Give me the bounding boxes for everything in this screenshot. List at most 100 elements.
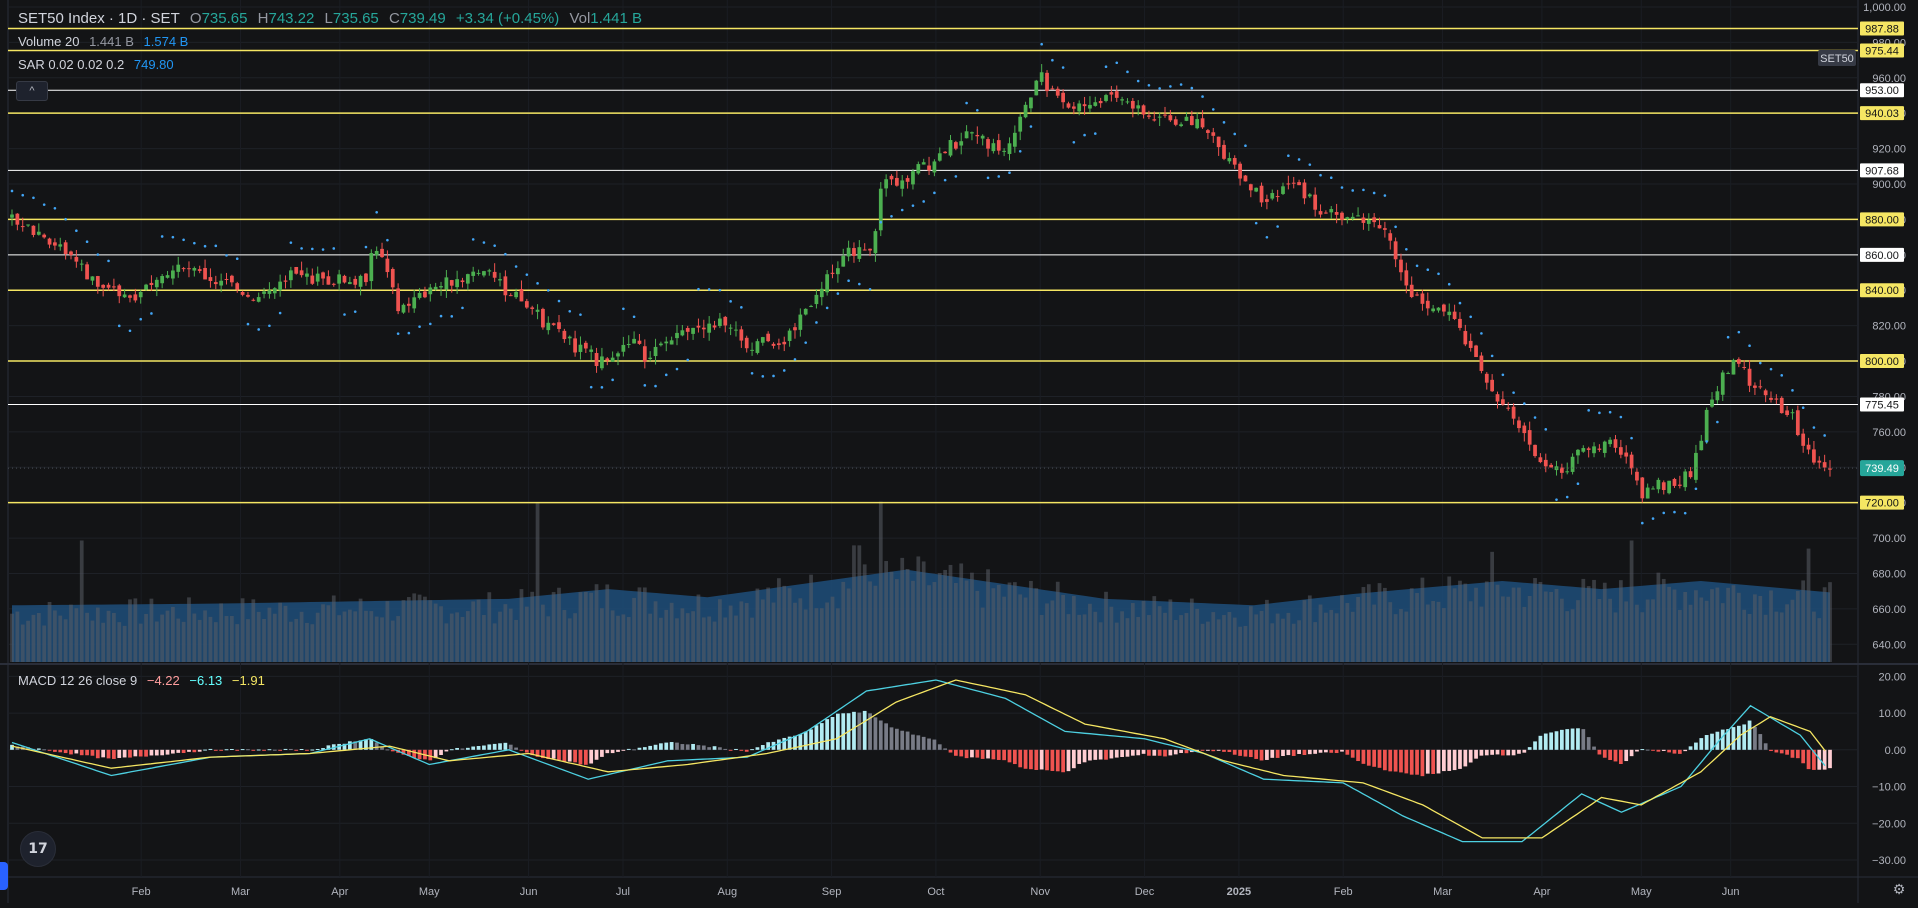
macd-histogram-bar xyxy=(1259,749,1264,761)
volume-bar xyxy=(1082,614,1087,662)
candle-body xyxy=(1694,452,1698,480)
volume-bar xyxy=(353,611,358,662)
sar-dot xyxy=(858,282,861,286)
macd-histogram-bar xyxy=(514,747,518,750)
macd-histogram-bar xyxy=(1147,749,1151,756)
candle-body xyxy=(246,294,250,297)
price-tick-label: 640.00 xyxy=(1872,639,1906,651)
candle-body xyxy=(583,342,588,349)
candle-body xyxy=(669,340,674,345)
macd-histogram-bar xyxy=(675,742,679,750)
volume-bar xyxy=(932,582,937,662)
macd-histogram-bar xyxy=(1769,749,1773,752)
macd-histogram-bar xyxy=(1688,746,1693,750)
candle-body xyxy=(750,349,754,351)
candle-body xyxy=(444,277,449,290)
macd-histogram-bar xyxy=(171,749,175,754)
settings-gear-icon[interactable]: ⚙ xyxy=(1892,881,1906,897)
sar-dot xyxy=(128,329,132,333)
volume-bar xyxy=(1549,591,1554,662)
macd-histogram-bar xyxy=(1779,749,1784,754)
macd-histogram-bar xyxy=(1248,749,1253,758)
candle-body xyxy=(1559,467,1564,473)
candle-body xyxy=(1388,233,1393,241)
sar-dot xyxy=(997,175,1001,178)
candle-body xyxy=(777,343,781,345)
sar-dot xyxy=(193,241,196,245)
candle-body xyxy=(79,263,84,265)
volume-bar xyxy=(1206,621,1210,662)
sar-dot xyxy=(1512,391,1515,394)
side-panel-tab[interactable] xyxy=(0,862,8,890)
low-value: 735.65 xyxy=(332,10,379,27)
candle-body xyxy=(299,270,304,276)
volume-bar xyxy=(841,581,846,662)
volume-bar xyxy=(1618,580,1623,662)
volume-bar xyxy=(1265,599,1269,662)
macd-histogram-bar xyxy=(288,748,293,750)
level-price-tag-label: 907.68 xyxy=(1865,165,1899,177)
candle-body xyxy=(991,143,996,152)
volume-bar xyxy=(814,608,819,662)
volume-bar xyxy=(476,599,481,662)
macd-histogram-bar xyxy=(460,748,465,750)
sar-dot xyxy=(1190,86,1194,90)
volume-bar xyxy=(927,585,931,662)
volume-bar xyxy=(165,610,170,662)
legend-volume[interactable]: Volume 20 1.441 B 1.574 B xyxy=(18,34,194,49)
sar-dot xyxy=(622,307,625,311)
candle-body xyxy=(675,332,679,339)
volume-bar xyxy=(1597,598,1602,662)
legend-macd[interactable]: MACD 12 26 close 9 −4.22 −6.13 −1.91 xyxy=(18,673,271,688)
candle-body xyxy=(401,304,406,313)
candle-body xyxy=(1265,199,1269,202)
volume-bar xyxy=(149,598,154,662)
volume-bar xyxy=(798,598,803,662)
macd-histogram-bar xyxy=(278,749,283,751)
volume-bar xyxy=(1238,626,1242,662)
candle-body xyxy=(331,283,336,285)
sar-dot xyxy=(740,306,743,309)
sar-dot xyxy=(611,378,614,382)
candle-body xyxy=(460,280,465,283)
sar-dot xyxy=(246,322,250,326)
sar-dot xyxy=(1405,248,1408,251)
legend-sar[interactable]: SAR 0.02 0.02 0.2 749.80 xyxy=(18,57,180,72)
sar-dot xyxy=(933,191,936,195)
macd-histogram-bar xyxy=(246,749,250,751)
candle-body xyxy=(321,272,325,279)
candle-body xyxy=(95,276,100,287)
volume-bar xyxy=(557,587,561,662)
macd-histogram-bar xyxy=(1458,749,1462,769)
macd-histogram-bar xyxy=(744,749,749,752)
macd-histogram-bar xyxy=(1012,749,1017,765)
volume-bar xyxy=(782,585,787,662)
macd-histogram-bar xyxy=(755,747,760,750)
macd-histogram-bar xyxy=(1726,729,1730,750)
sar-dot xyxy=(718,288,722,292)
candle-body xyxy=(315,273,320,282)
macd-histogram-bar xyxy=(1651,749,1655,751)
macd-histogram-bar xyxy=(1495,749,1500,755)
candle-body xyxy=(1710,399,1714,407)
volume-bar xyxy=(530,591,535,662)
collapse-legend-button[interactable]: ^ xyxy=(16,81,48,101)
candle-body xyxy=(138,291,143,298)
candle-body xyxy=(809,305,813,307)
volume-bar xyxy=(1736,592,1741,662)
candle-body xyxy=(1538,457,1543,463)
volume-bar xyxy=(1334,613,1339,662)
symbol-title[interactable]: SET50 Index · 1D · SET xyxy=(18,10,180,27)
volume-bar xyxy=(1779,612,1784,662)
volume-bar xyxy=(980,607,985,662)
time-tick-label: Apr xyxy=(1533,886,1550,898)
macd-histogram-bar xyxy=(197,749,202,752)
sar-dot xyxy=(664,373,668,377)
volume-bar xyxy=(1184,613,1189,662)
macd-histogram-bar xyxy=(1034,749,1039,770)
macd-histogram-bar xyxy=(600,749,604,757)
volume-bar xyxy=(1130,603,1135,662)
tradingview-logo[interactable]: 17 xyxy=(20,831,56,867)
